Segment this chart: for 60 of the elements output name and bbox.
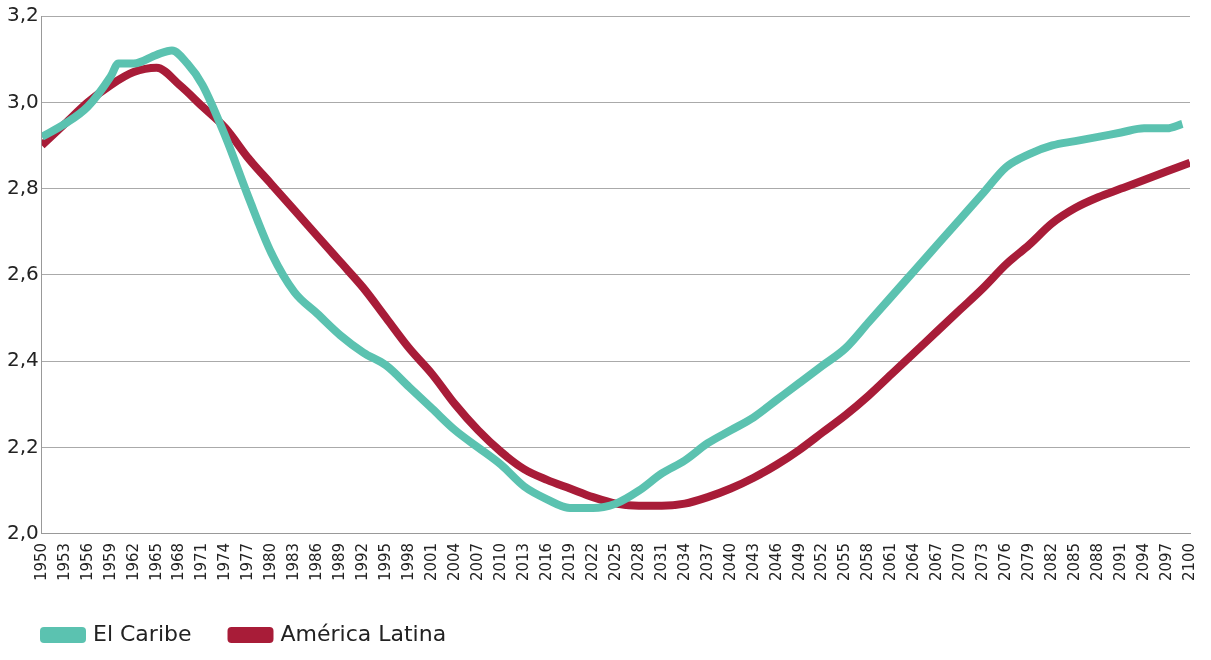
y-tick-label: 2,0 bbox=[6, 520, 39, 545]
x-tick-label: 2031 bbox=[651, 542, 670, 582]
x-tick-label: 2061 bbox=[881, 542, 900, 582]
x-tick-label: 2004 bbox=[445, 542, 464, 582]
x-tick-label: 1962 bbox=[123, 542, 142, 582]
x-tick-label: 2040 bbox=[720, 542, 739, 582]
x-tick-label: 1986 bbox=[307, 542, 326, 582]
x-tick-label: 2064 bbox=[904, 542, 923, 582]
x-tick-label: 1989 bbox=[330, 542, 349, 582]
x-tick-label: 2034 bbox=[674, 542, 693, 582]
x-tick-label: 2070 bbox=[950, 542, 969, 582]
x-tick-label: 2046 bbox=[766, 542, 785, 582]
x-tick-label: 1956 bbox=[77, 542, 96, 582]
x-tick-label: 2097 bbox=[1156, 542, 1175, 582]
x-tick-label: 1959 bbox=[100, 542, 119, 582]
x-tick-label: 2067 bbox=[927, 542, 946, 582]
y-tick-label: 2,4 bbox=[6, 347, 39, 372]
x-tick-label: 1974 bbox=[215, 542, 234, 582]
x-tick-label: 1968 bbox=[169, 542, 188, 582]
x-tick-label: 1995 bbox=[376, 542, 395, 582]
y-tick-label: 2,2 bbox=[6, 433, 39, 458]
x-tick-label: 1965 bbox=[146, 542, 165, 582]
x-tick-label: 2001 bbox=[422, 542, 441, 582]
x-tick-label: 1977 bbox=[238, 542, 257, 582]
y-tick-label: 3,2 bbox=[6, 2, 39, 27]
y-tick-label: 2,8 bbox=[6, 174, 39, 199]
x-tick-label: 2082 bbox=[1042, 542, 1061, 582]
y-tick-label: 3,0 bbox=[6, 88, 39, 113]
x-tick-label: 2091 bbox=[1111, 542, 1129, 582]
x-tick-label: 2085 bbox=[1065, 542, 1084, 582]
x-tick-label: 2037 bbox=[697, 542, 716, 582]
x-tick-label: 2025 bbox=[605, 542, 624, 582]
x-tick-label: 2049 bbox=[789, 542, 808, 582]
x-tick-label: 2076 bbox=[996, 542, 1015, 582]
x-tick-label: 1971 bbox=[192, 542, 211, 582]
x-tick-label: 2088 bbox=[1088, 542, 1107, 582]
x-tick-label: 1950 bbox=[31, 542, 50, 582]
x-tick-label: 1998 bbox=[399, 542, 418, 582]
x-tick-label: 1992 bbox=[353, 542, 372, 582]
x-tick-label: 2058 bbox=[858, 542, 877, 582]
y-tick-label: 2,6 bbox=[6, 261, 39, 286]
x-tick-label: 2013 bbox=[513, 542, 532, 582]
x-tick-label: 2022 bbox=[582, 542, 601, 582]
x-tick-label: 2094 bbox=[1133, 542, 1152, 582]
x-tick-label: 2043 bbox=[743, 542, 762, 582]
x-tick-label: 2007 bbox=[468, 542, 487, 582]
legend-label: El Caribe bbox=[93, 620, 192, 646]
x-tick-label: 2052 bbox=[812, 542, 831, 582]
x-tick-label: 1983 bbox=[284, 542, 303, 582]
x-tick-label: 2079 bbox=[1019, 542, 1038, 582]
x-tick-label: 2028 bbox=[628, 542, 647, 582]
x-tick-label: 2073 bbox=[973, 542, 992, 582]
x-tick-label: 2010 bbox=[490, 542, 509, 582]
x-tick-label: 2019 bbox=[559, 542, 578, 582]
x-tick-label: 2055 bbox=[835, 542, 854, 582]
x-tick-label: 1980 bbox=[261, 542, 280, 582]
x-tick-label: 2100 bbox=[1179, 542, 1198, 582]
x-tick-label: 1953 bbox=[54, 542, 73, 582]
legend-label: América Latina bbox=[280, 620, 447, 646]
x-tick-label: 2016 bbox=[536, 542, 555, 582]
